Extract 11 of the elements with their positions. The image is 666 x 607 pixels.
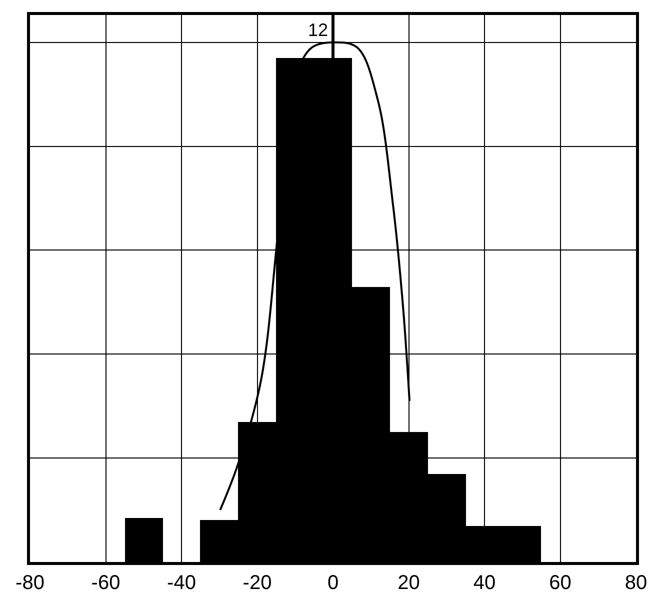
x-tick-label: 40 — [473, 572, 496, 594]
x-tick-label: 20 — [398, 572, 420, 594]
x-tick-label: 80 — [624, 572, 648, 594]
x-tick-label: -60 — [91, 572, 120, 594]
x-tick-label: 60 — [549, 572, 572, 594]
x-tick-label: -80 — [16, 572, 44, 594]
x-tick-label: -40 — [167, 572, 196, 594]
annotation: 12 — [308, 20, 328, 40]
x-tick-label: 0 — [327, 572, 339, 594]
x-tick-label: -20 — [242, 572, 272, 594]
bar — [125, 518, 163, 562]
